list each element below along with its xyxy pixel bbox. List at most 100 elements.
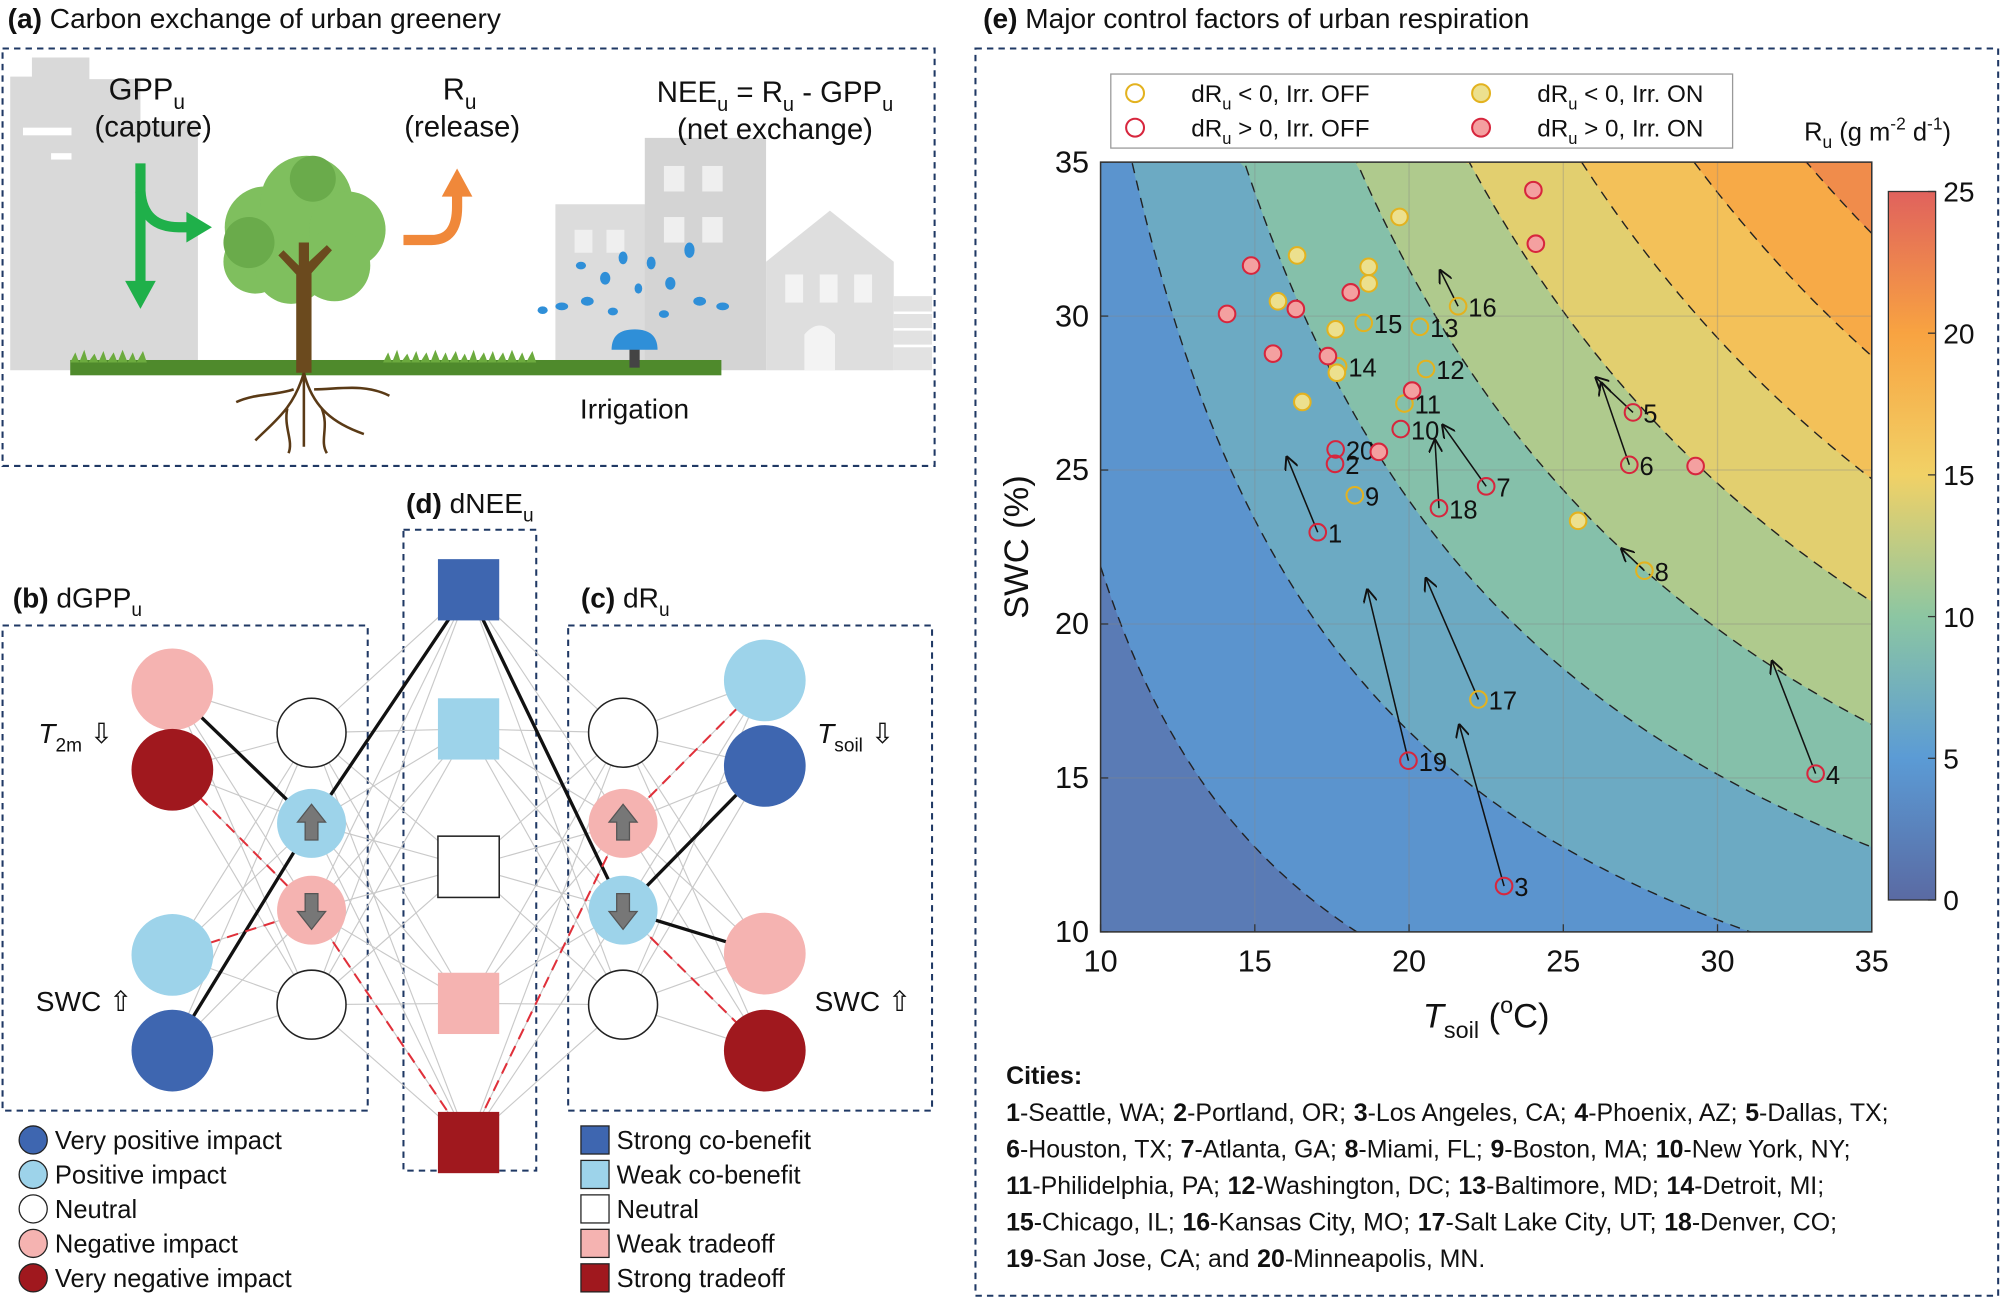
data-point xyxy=(1359,274,1378,293)
legend-marker xyxy=(18,1159,48,1190)
city-number: 13 xyxy=(1458,1172,1486,1200)
data-point xyxy=(1623,403,1643,422)
cities-line: 19-San Jose, CA; and 20-Minneapolis, MN. xyxy=(1006,1245,1485,1273)
shift-arrow xyxy=(1426,578,1480,700)
direction-arrow xyxy=(607,803,639,841)
city-name: -Denver, CO; xyxy=(1692,1208,1837,1236)
flux-note: (capture) xyxy=(94,111,211,144)
shift-arrow xyxy=(1443,425,1487,487)
text-part: = R xyxy=(728,76,783,109)
text-part: u xyxy=(1222,95,1231,113)
direction-arrow xyxy=(296,892,327,931)
node-square xyxy=(437,972,500,1035)
text-part: (g m xyxy=(1832,118,1890,146)
surface-band xyxy=(1100,162,1872,357)
x-axis-label: Tsoil (oC) xyxy=(1423,992,1550,1043)
legend-marker xyxy=(18,1228,48,1259)
city-number: 1 xyxy=(1006,1099,1020,1127)
text-part: (a) xyxy=(8,3,42,34)
legend-label: Negative impact xyxy=(55,1230,238,1258)
legend-marker xyxy=(1471,83,1492,104)
tradeoff-link xyxy=(622,679,766,825)
city-number: 2 xyxy=(1173,1099,1187,1127)
text-part: T xyxy=(817,718,836,749)
text-part: Major control factors of urban respirati… xyxy=(1017,3,1529,34)
colorbar-label: Ru (g m-2 d-1) xyxy=(1804,114,1951,152)
legend-label: Weak co-benefit xyxy=(617,1161,801,1189)
city-name: -Los Angeles, CA; xyxy=(1368,1099,1567,1127)
shift-arrow xyxy=(1622,549,1645,572)
legend-marker xyxy=(580,1263,610,1293)
text-part: dR xyxy=(1537,116,1568,143)
point-label: 2 xyxy=(1345,452,1359,480)
data-point xyxy=(1318,346,1338,366)
point-label: 5 xyxy=(1643,401,1657,429)
point-label: 7 xyxy=(1496,475,1510,503)
cities-heading: Cities: xyxy=(1006,1062,1082,1090)
text-part: u xyxy=(717,94,728,116)
city-number: 15 xyxy=(1006,1208,1034,1236)
text-part: T xyxy=(38,718,57,749)
data-point xyxy=(1241,256,1261,275)
direction-arrow xyxy=(296,803,327,841)
point-label: 10 xyxy=(1411,417,1439,445)
text-part: ⇩ xyxy=(863,718,894,749)
legend-marker xyxy=(580,1228,610,1259)
text-part: > 0, Irr. ON xyxy=(1577,116,1703,143)
colorbar-tick-label: 20 xyxy=(1943,318,1974,349)
x-tick-label: 10 xyxy=(1084,944,1118,978)
legend-marker xyxy=(580,1194,610,1224)
x-tick-label: 15 xyxy=(1238,944,1272,978)
chart-title: (e) Major control factors of urban respi… xyxy=(983,3,1529,34)
link xyxy=(171,769,313,1005)
data-point xyxy=(1287,246,1307,265)
link xyxy=(468,732,624,1143)
data-point xyxy=(1526,234,1546,254)
legend-label: Strong tradeoff xyxy=(617,1265,786,1293)
node xyxy=(723,639,806,722)
data-point xyxy=(1369,442,1389,462)
flux-label: GPPu xyxy=(109,73,185,114)
point-label: 16 xyxy=(1468,294,1496,322)
node-square xyxy=(437,698,500,760)
city-number: 8 xyxy=(1345,1135,1359,1163)
text-part: C) xyxy=(1513,998,1549,1036)
text-part: GPP xyxy=(109,73,174,107)
colorbar-tick-label: 0 xyxy=(1943,885,1959,916)
flux-label: Ru xyxy=(443,73,477,114)
x-tick-label: 35 xyxy=(1855,944,1889,978)
colorbar-tick-label: 15 xyxy=(1943,460,1974,491)
y-axis-label: SWC (%) xyxy=(998,475,1036,619)
data-point xyxy=(1391,419,1411,439)
data-point xyxy=(1341,283,1361,302)
text-part: dR xyxy=(1537,81,1568,108)
legend-label: dRu > 0, Irr. OFF xyxy=(1191,116,1369,148)
city-name: -New York, NY; xyxy=(1683,1135,1850,1163)
data-point xyxy=(1325,454,1345,474)
text-part: (d) xyxy=(406,488,442,519)
point-label: 9 xyxy=(1365,483,1379,511)
city-number: 10 xyxy=(1656,1135,1684,1163)
node xyxy=(723,1009,806,1092)
point-label: 8 xyxy=(1655,559,1669,587)
text-part: u xyxy=(882,94,893,116)
data-point xyxy=(1635,561,1654,581)
city-number: 5 xyxy=(1745,1099,1759,1127)
response-surface xyxy=(1100,162,1872,932)
link xyxy=(468,589,624,824)
data-point xyxy=(1308,522,1328,542)
point-label: 1 xyxy=(1328,520,1342,548)
text-part: -1 xyxy=(1927,114,1942,134)
data-point xyxy=(1686,456,1705,476)
text-part: > 0, Irr. OFF xyxy=(1231,116,1369,143)
node-square xyxy=(437,835,500,899)
city-name: -Boston, MA; xyxy=(1504,1135,1648,1163)
city-name: -Kansas City, MO; xyxy=(1210,1208,1410,1236)
legend-marker xyxy=(580,1159,610,1190)
legend-label: Neutral xyxy=(55,1196,137,1224)
city-name: -Houston, TX; xyxy=(1020,1135,1173,1163)
link xyxy=(622,765,766,1005)
data-point xyxy=(1494,876,1514,896)
data-point xyxy=(1326,440,1345,459)
